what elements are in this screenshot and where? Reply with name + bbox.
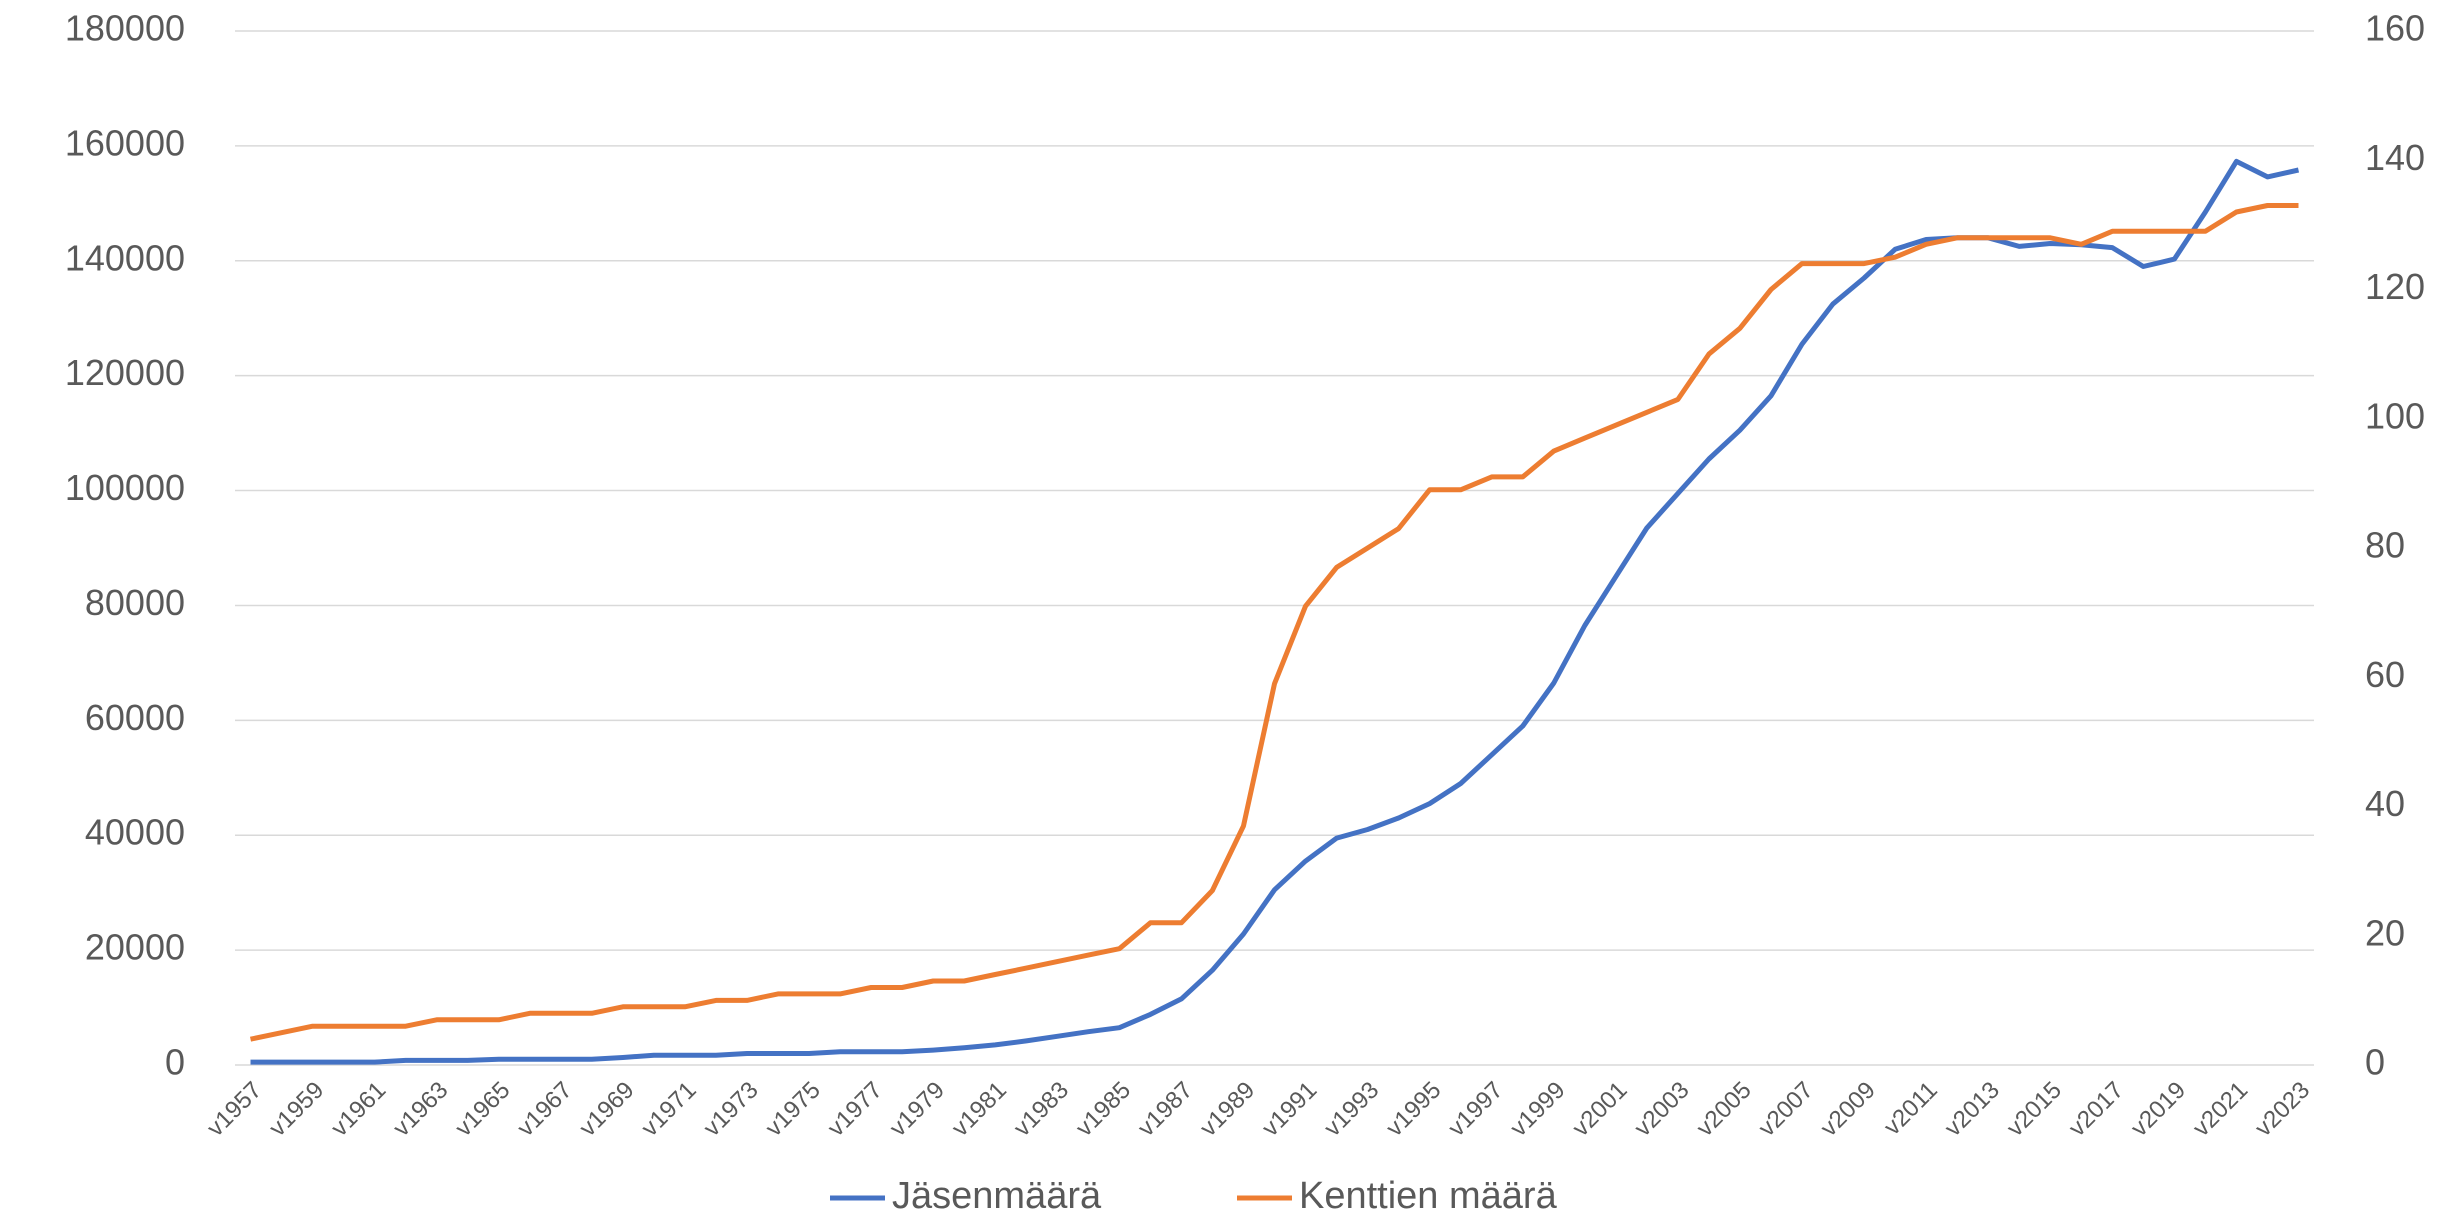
x-tick-label: v1973 [698,1077,763,1142]
x-tick-label: v1963 [388,1077,453,1142]
x-tick-label: v1999 [1505,1077,1570,1142]
x-tick-label: v2011 [1879,1077,1943,1141]
y-tick-label: 100000 [65,467,185,508]
x-tick-label: v1981 [947,1077,1012,1142]
x-tick-label: v1995 [1381,1077,1446,1142]
x-tick-label: v2001 [1567,1077,1632,1142]
x-tick-label: v1985 [1071,1077,1136,1142]
series-line [249,203,2299,1042]
x-tick-label: v2003 [1629,1077,1694,1142]
x-tick-label: v1989 [1195,1077,1260,1142]
x-tick-label: v1967 [512,1077,577,1142]
y-tick-label: 160000 [65,122,185,163]
legend-label: Jäsenmäärä [892,1175,1102,1216]
x-tick-label: v2015 [2002,1077,2067,1142]
x-tick-label: v1971 [636,1077,701,1142]
y2-tick-label: 140 [2365,137,2425,178]
x-tick-label: v1997 [1443,1077,1508,1142]
x-tick-label: v1975 [760,1077,825,1142]
y2-tick-label: 60 [2365,654,2405,695]
x-tick-label: v2019 [2126,1077,2191,1142]
x-tick-label: v1959 [264,1077,329,1142]
y2-tick-label: 20 [2365,912,2405,953]
y-tick-label: 60000 [85,697,185,738]
y2-tick-label: 160 [2365,8,2425,49]
x-tick-label: v1993 [1319,1077,1384,1142]
y2-tick-label: 120 [2365,266,2425,307]
y-tick-label: 180000 [65,8,185,49]
x-tick-label: v2005 [1691,1077,1756,1142]
x-tick-label: v1987 [1133,1077,1198,1142]
x-tick-label: v2009 [1815,1077,1880,1142]
x-tick-label: v1991 [1257,1077,1322,1142]
series-line [250,158,2300,1065]
x-tick-label: v2017 [2064,1077,2129,1142]
x-tick-label: v2023 [2250,1077,2315,1142]
x-tick-label: v2021 [2188,1077,2253,1142]
y2-tick-label: 100 [2365,395,2425,436]
y2-tick-label: 0 [2365,1042,2385,1083]
y2-tick-label: 40 [2365,783,2405,824]
x-tick-label: v1957 [202,1077,267,1142]
x-tick-label: v2013 [1940,1077,2005,1142]
x-tick-label: v1969 [574,1077,639,1142]
x-tick-label: v1983 [1009,1077,1074,1142]
x-tick-label: v1965 [450,1077,515,1142]
x-tick-label: v1979 [885,1077,950,1142]
y-tick-label: 0 [165,1042,185,1083]
x-tick-label: v2007 [1753,1077,1818,1142]
y-tick-label: 120000 [65,352,185,393]
x-tick-label: v1977 [823,1077,888,1142]
legend-label: Kenttien määrä [1299,1175,1558,1216]
y2-tick-label: 80 [2365,525,2405,566]
y-tick-label: 40000 [85,812,185,853]
y-tick-label: 20000 [85,927,185,968]
y-tick-label: 80000 [85,582,185,623]
y-tick-label: 140000 [65,237,185,278]
x-tick-label: v1961 [326,1077,391,1142]
